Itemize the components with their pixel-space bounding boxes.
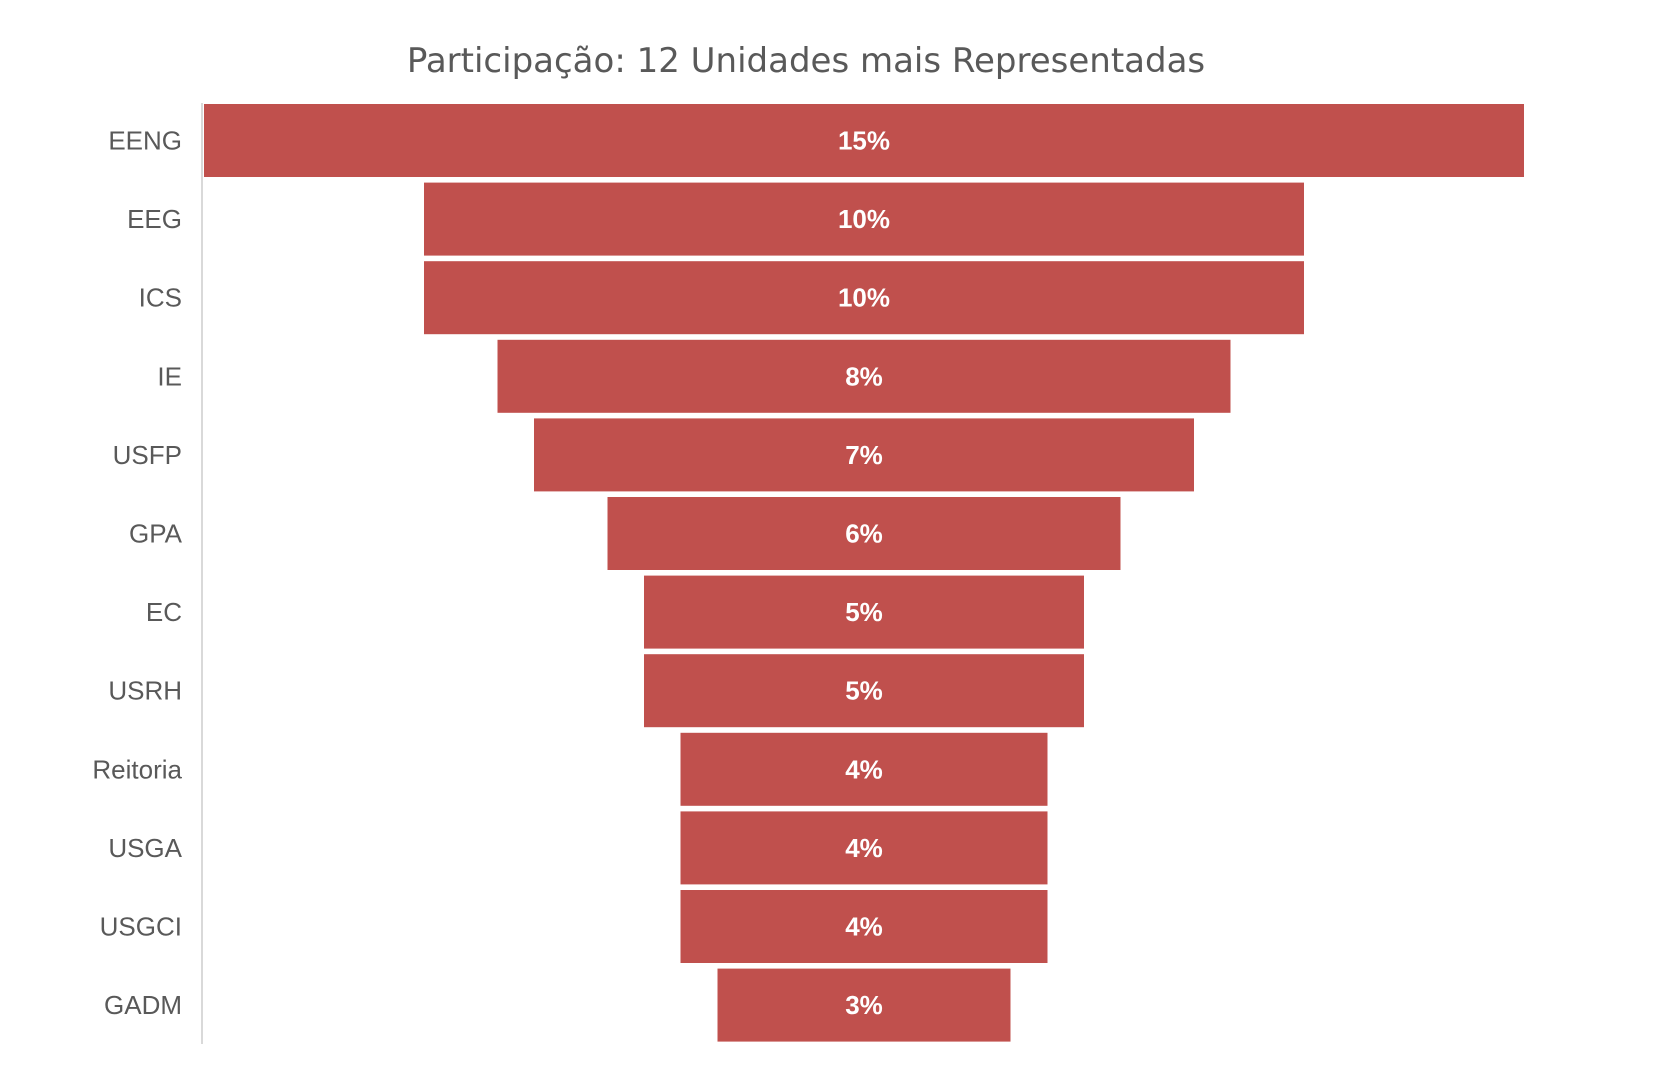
value-label-reitoria: 4% xyxy=(845,754,883,784)
category-label-usgci: USGCI xyxy=(100,912,182,942)
bar-ics xyxy=(424,261,1304,335)
bar-eeg xyxy=(424,182,1304,256)
category-label-ics: ICS xyxy=(139,283,182,313)
bar-gadm xyxy=(717,968,1011,1042)
bar-eeng xyxy=(204,104,1524,177)
bar-usgci xyxy=(680,890,1048,963)
category-label-gadm: GADM xyxy=(104,990,182,1020)
bar-ie xyxy=(497,339,1231,413)
value-label-gadm: 3% xyxy=(845,990,883,1020)
category-label-usfp: USFP xyxy=(113,440,182,470)
labels-layer: 15% EENG 10% EEG 10% ICS 8% IE 7% USFP 6% GPA 5% EC 5%… xyxy=(92,126,890,1021)
value-label-usgci: 4% xyxy=(845,912,883,942)
value-label-eeng: 15% xyxy=(838,126,890,156)
value-label-usga: 4% xyxy=(845,833,883,863)
value-label-ec: 5% xyxy=(845,597,883,627)
bar-usfp xyxy=(534,418,1194,492)
value-label-ics: 10% xyxy=(838,283,890,313)
value-label-gpa: 6% xyxy=(845,519,883,549)
bar-gpa xyxy=(607,497,1121,570)
value-label-usfp: 7% xyxy=(845,440,883,470)
category-label-gpa: GPA xyxy=(129,519,183,549)
bar-usga xyxy=(680,811,1048,885)
category-label-eeg: EEG xyxy=(127,204,182,234)
value-label-ie: 8% xyxy=(845,361,883,391)
bars-layer xyxy=(204,104,1524,1042)
bar-reitoria xyxy=(680,732,1048,806)
chart-title: Participação: 12 Unidades mais Represent… xyxy=(407,41,1205,81)
category-label-ie: IE xyxy=(157,361,182,391)
value-label-usrh: 5% xyxy=(845,676,883,706)
bar-ec xyxy=(644,575,1084,649)
category-label-eeng: EENG xyxy=(108,126,182,156)
value-label-eeg: 10% xyxy=(838,204,890,234)
bar-usrh xyxy=(644,654,1084,728)
category-label-reitoria: Reitoria xyxy=(92,754,182,784)
category-label-usrh: USRH xyxy=(108,676,182,706)
category-label-ec: EC xyxy=(146,597,182,627)
category-label-usga: USGA xyxy=(108,833,182,863)
